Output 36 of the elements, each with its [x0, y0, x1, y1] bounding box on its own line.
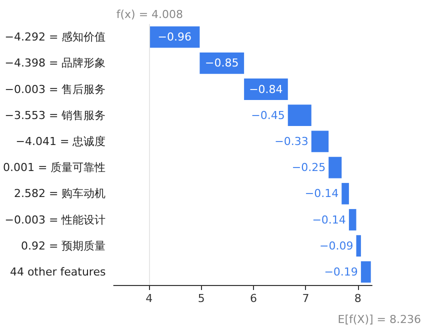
data-label: −0.33 — [274, 134, 308, 148]
y-tick-label: 2.582 = 购车动机 — [14, 187, 106, 200]
y-tick-label: −4.041 = 忠诚度 — [16, 134, 106, 148]
bar — [311, 130, 329, 152]
data-label: −0.19 — [324, 265, 358, 278]
y-tick-label: −0.003 = 性能设计 — [4, 213, 106, 226]
x-tick-label: 7 — [302, 292, 310, 305]
data-label: −0.45 — [251, 108, 285, 122]
y-tick-label: 44 other features — [10, 265, 106, 278]
bar — [288, 104, 312, 126]
bar — [244, 78, 288, 100]
bar — [328, 156, 342, 178]
y-tick-label: −0.003 = 售后服务 — [4, 82, 106, 96]
bar — [342, 182, 349, 204]
data-label: −0.25 — [292, 161, 326, 174]
data-label: −0.14 — [312, 213, 346, 226]
x-tick-label: 8 — [354, 292, 362, 305]
y-tick-label: 0.001 = 质量可靠性 — [3, 161, 106, 174]
x-tick-label: 4 — [146, 292, 153, 305]
data-label: −0.09 — [320, 239, 354, 252]
y-tick-label: −3.553 = 销售服务 — [4, 108, 106, 122]
data-label: −0.96 — [158, 30, 192, 44]
bar — [200, 52, 244, 74]
bar — [360, 261, 371, 283]
x-tick-label: 5 — [198, 292, 205, 305]
data-label: −0.84 — [249, 82, 283, 96]
y-tick-label: −4.398 = 品牌形象 — [4, 56, 106, 70]
ref-line-label: f(x) = 4.008 — [116, 8, 184, 21]
y-tick-label: −4.292 = 感知价值 — [4, 30, 106, 44]
x-tick-label: 6 — [250, 292, 258, 305]
y-tick-label: 0.92 = 预期质量 — [21, 239, 106, 252]
text: E[f(X)] = 8.236 — [338, 313, 422, 326]
bar — [348, 209, 356, 230]
bar — [356, 235, 361, 257]
data-label: −0.85 — [205, 56, 239, 70]
data-label: −0.14 — [304, 187, 339, 200]
